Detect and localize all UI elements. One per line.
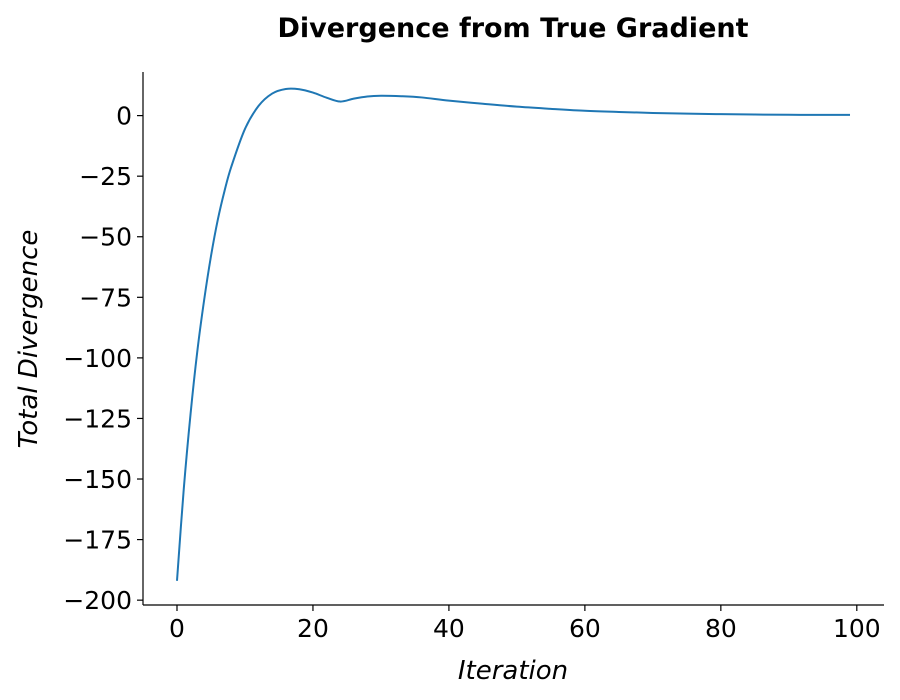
chart-title: Divergence from True Gradient [277, 13, 748, 44]
y-axis-label: Total Divergence [14, 230, 44, 449]
x-tick-label: 60 [569, 614, 601, 643]
x-axis-label: Iteration [458, 656, 568, 686]
y-tick-label: −100 [63, 344, 132, 373]
x-tick-label: 0 [169, 614, 185, 643]
y-tick-label: 0 [116, 102, 132, 131]
series-layer [175, 87, 851, 581]
y-tick-label: −175 [63, 526, 132, 555]
x-tick-label: 40 [433, 614, 465, 643]
y-tick-label: −75 [79, 283, 132, 312]
y-tick-label: −25 [79, 162, 132, 191]
x-axis-ticks: 0 20 40 60 80 100 [169, 605, 881, 643]
y-axis-ticks: 0 −25 −50 −75 −100 −125 −150 −175 −200 [63, 102, 143, 615]
x-tick-label: 80 [705, 614, 737, 643]
y-tick-label: −150 [63, 465, 132, 494]
series-line [175, 87, 851, 581]
y-tick-label: −125 [63, 404, 132, 433]
x-tick-label: 100 [833, 614, 881, 643]
y-tick-label: −50 [79, 223, 132, 252]
y-tick-label: −200 [63, 586, 132, 615]
x-tick-label: 20 [297, 614, 329, 643]
